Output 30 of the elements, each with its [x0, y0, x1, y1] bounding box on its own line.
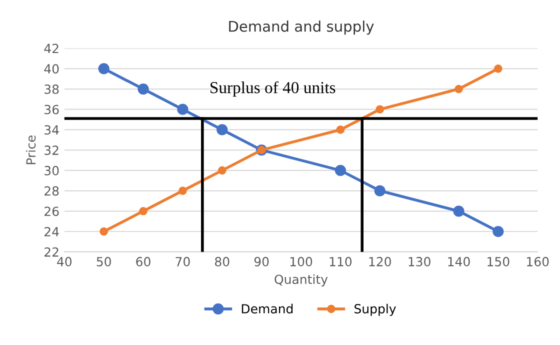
y-tick-label: 42 — [44, 44, 58, 54]
chart-title: Demand and supply — [229, 20, 374, 35]
y-tick-label: 38 — [44, 84, 59, 94]
y-tick-label: 30 — [44, 166, 59, 176]
y-tick-label: 36 — [44, 104, 59, 114]
y-axis-title: Price — [26, 135, 36, 164]
legend-label: Demand — [242, 304, 293, 314]
y-tick-label: 24 — [44, 226, 59, 236]
x-tick-label: 130 — [408, 256, 430, 266]
legend-label: Supply — [354, 304, 396, 316]
y-tick-label: 34 — [44, 125, 59, 135]
x-tick-label: 70 — [176, 256, 190, 266]
x-tick-label: 90 — [254, 256, 269, 266]
x-tick-label: 140 — [448, 256, 470, 266]
y-tick-label: 32 — [44, 146, 58, 155]
x-tick-label: 40 — [57, 256, 72, 266]
x-tick-label: 100 — [290, 256, 312, 266]
x-tick-label: 80 — [215, 256, 230, 266]
x-tick-label: 50 — [96, 256, 111, 266]
x-axis-title: Quantity — [274, 274, 328, 286]
x-tick-label: 160 — [527, 256, 549, 266]
y-tick-label: 40 — [44, 64, 59, 74]
y-tick-label: 26 — [44, 206, 59, 216]
x-tick-label: 110 — [330, 256, 352, 266]
x-tick-label: 150 — [488, 256, 510, 266]
x-tick-label: 60 — [136, 256, 150, 266]
y-tick-label: 28 — [44, 186, 59, 196]
x-tick-label: 120 — [369, 256, 391, 266]
annotation: Surplus of 40 units — [210, 81, 336, 97]
y-tick-label: 22 — [44, 247, 58, 257]
